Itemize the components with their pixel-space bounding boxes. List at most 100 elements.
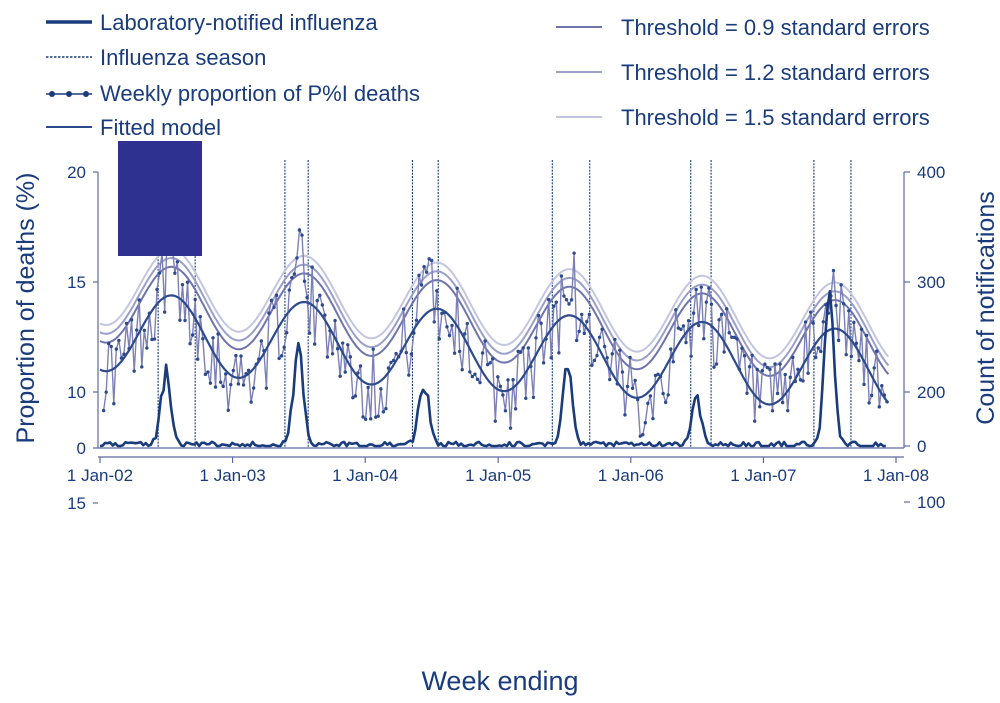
observed-point: [752, 419, 757, 423]
observed-point: [768, 367, 772, 372]
observed-point: [150, 337, 154, 342]
observed-point: [343, 370, 347, 374]
observed-point: [338, 374, 342, 378]
observed-point: [157, 271, 162, 275]
observed-point: [419, 283, 424, 287]
observed-point: [323, 313, 327, 317]
observed-point: [208, 381, 213, 385]
observed-point: [107, 341, 111, 346]
observed-point: [178, 318, 182, 322]
observed-point: [305, 295, 309, 300]
observed-point: [480, 351, 485, 355]
observed-point: [239, 354, 243, 358]
observed-point: [455, 286, 459, 290]
observed-point: [216, 332, 220, 336]
observed-point: [267, 311, 271, 315]
observed-point: [534, 336, 538, 340]
observed-point: [447, 333, 452, 338]
observed-point: [134, 328, 139, 332]
observed-point: [356, 371, 360, 375]
observed-point: [498, 384, 503, 389]
observed-point: [674, 308, 678, 312]
legend-label-threshold-12: Threshold = 1.2 standard errors: [621, 60, 930, 85]
observed-point: [183, 318, 187, 323]
observed-point: [697, 323, 701, 328]
observed-point: [402, 307, 406, 311]
observed-point: [473, 372, 477, 376]
observed-point: [478, 380, 482, 385]
observed-point: [196, 357, 200, 361]
notification-line: [99, 289, 886, 448]
observed-point: [424, 270, 429, 274]
observed-point: [318, 293, 322, 298]
observed-point: [437, 337, 442, 341]
observed-point: [836, 338, 841, 343]
observed-point: [211, 336, 215, 340]
observed-point: [366, 385, 370, 390]
observed-point: [791, 355, 795, 360]
observed-point: [391, 358, 396, 363]
observed-point: [450, 323, 454, 328]
observed-point: [137, 298, 141, 302]
observed-point: [185, 280, 190, 284]
observed-point: [132, 369, 136, 373]
observed-point: [340, 341, 345, 345]
observed-point: [773, 362, 777, 366]
observed-point: [142, 328, 147, 333]
observed-point: [546, 297, 551, 302]
fitted-model-line: [99, 294, 890, 406]
observed-point: [788, 375, 792, 380]
observed-point: [633, 378, 637, 383]
observed-point: [376, 414, 380, 418]
observed-point: [730, 335, 734, 339]
legend-label-notified: Laboratory-notified influenza: [100, 10, 378, 35]
observed-point: [470, 374, 475, 379]
observed-point: [368, 417, 373, 421]
observed-point: [740, 346, 744, 350]
observed-point: [844, 352, 848, 357]
observed-point: [554, 300, 559, 304]
observed-point: [602, 344, 607, 349]
observed-point: [669, 347, 673, 351]
x-tick-label: 1 Jan-06: [598, 466, 664, 485]
observed-point: [101, 408, 106, 413]
observed-point: [371, 347, 375, 351]
observed-point: [468, 370, 472, 374]
observed-point: [493, 419, 497, 423]
observed-point: [173, 271, 177, 275]
observed-point: [409, 352, 414, 356]
observed-point: [315, 298, 319, 303]
observed-point: [307, 331, 312, 335]
observed-point: [859, 327, 864, 331]
observed-point: [653, 373, 658, 378]
observed-point: [483, 339, 487, 343]
observed-point: [389, 360, 393, 365]
observed-point: [613, 337, 617, 342]
observed-point: [786, 408, 790, 413]
observed-point: [577, 329, 581, 334]
observed-point: [180, 282, 185, 287]
observed-point: [457, 349, 462, 354]
observed-point: [869, 393, 874, 398]
observed-point: [422, 264, 426, 269]
observed-point: [597, 335, 602, 340]
observed-point: [808, 310, 813, 314]
observed-point: [834, 303, 838, 308]
observed-point: [643, 421, 648, 425]
observed-point: [427, 257, 431, 261]
observed-point: [610, 352, 614, 356]
axis-ticks: 1 Jan-02 1 Jan-03 1 Jan-04 1 Jan-05 1 Jan-06…: [67, 163, 945, 513]
observed-point: [648, 394, 653, 398]
observed-point: [841, 302, 846, 306]
observed-point: [445, 325, 449, 329]
observed-point: [541, 361, 546, 365]
observed-point: [646, 401, 650, 406]
observed-point: [849, 354, 854, 359]
observed-point: [272, 305, 276, 310]
legend-right: Threshold = 0.9 standard errors Threshol…: [556, 15, 930, 130]
observed-point: [310, 265, 314, 269]
observed-point: [587, 312, 592, 317]
left-tick-label: 20: [67, 163, 86, 182]
observed-point: [521, 346, 525, 350]
observed-point: [847, 309, 851, 313]
